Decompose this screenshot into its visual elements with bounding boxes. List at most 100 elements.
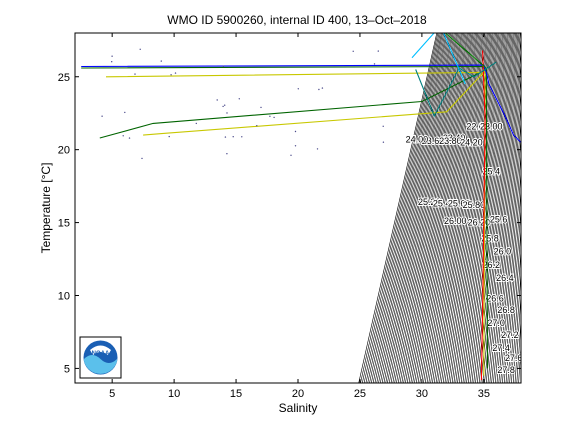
scatter-point: [352, 50, 354, 52]
contour-label: 23.60: [422, 136, 445, 146]
scatter-point: [297, 88, 299, 90]
y-tick-label: 25: [58, 72, 70, 84]
isopycnal-line: [365, 33, 442, 383]
isopycnal-line: [512, 268, 521, 383]
series-line: [81, 64, 521, 143]
scatter-point: [216, 99, 218, 101]
isopycnal-line: [401, 33, 466, 383]
isopycnal-line: [514, 291, 521, 383]
density-contour-lines: [358, 33, 521, 383]
scatter-point: [170, 74, 172, 76]
isopycnal-line: [397, 33, 463, 383]
contour-label: 23.40: [443, 133, 466, 143]
isopycnal-line: [419, 33, 478, 383]
series-line: [411, 33, 466, 85]
isopycnal-line: [498, 118, 521, 383]
contour-label: 25.80: [463, 200, 486, 210]
contour-label: 26.0: [494, 247, 512, 257]
isopycnal-line: [367, 33, 443, 383]
scatter-point: [318, 88, 320, 91]
isopycnal-line: [430, 33, 485, 383]
scatter-point: [373, 63, 376, 65]
scatter-point: [222, 105, 224, 108]
isopycnal-line: [464, 33, 507, 383]
scatter-point: [241, 136, 243, 138]
isopycnal-line: [489, 47, 521, 383]
isopycnal-line: [363, 33, 441, 383]
scatter-point: [294, 145, 297, 147]
scatter-point: [377, 50, 379, 52]
contour-label: 27.4: [492, 343, 510, 353]
isopycnal-line: [372, 33, 447, 383]
isopycnal-line: [441, 33, 492, 383]
scatter-point: [238, 98, 240, 100]
scatter-point: [260, 106, 262, 109]
scatter-point: [294, 130, 297, 133]
contour-label: 26.8: [497, 305, 515, 315]
y-tick-label: 10: [58, 291, 70, 303]
isopycnal-line: [421, 33, 479, 383]
x-tick-label: 10: [168, 388, 180, 400]
contour-label: 25.20: [418, 197, 441, 207]
isopycnal-line: [439, 33, 490, 383]
isopycnal-line: [500, 134, 521, 383]
contour-label: 25.40: [433, 199, 456, 209]
isopycnal-line: [369, 33, 445, 383]
scatter-point: [111, 61, 113, 63]
scatter-point: [160, 60, 162, 62]
isopycnal-line: [437, 33, 489, 383]
isopycnal-line: [426, 33, 482, 383]
scatter-point: [256, 125, 258, 127]
isopycnal-line: [388, 33, 458, 383]
isopycnal-line: [415, 33, 475, 383]
isopycnal-line: [376, 33, 449, 383]
scatter-point: [321, 87, 324, 89]
contour-label: 25.6: [490, 215, 508, 225]
isopycnal-line: [457, 33, 502, 383]
isopycnal-line: [358, 33, 438, 383]
scatter-point: [316, 148, 319, 150]
scatter-point: [269, 115, 271, 118]
scatter-point: [101, 115, 103, 117]
isopycnal-line: [502, 150, 521, 383]
scatter-point: [290, 154, 292, 156]
isopycnal-line: [511, 246, 521, 383]
isopycnal-line: [394, 33, 461, 383]
isopycnal-line: [468, 33, 509, 383]
scatter-point: [141, 157, 143, 160]
isopycnal-line: [459, 33, 503, 383]
isopycnal-line: [471, 33, 512, 383]
x-tick-label: 35: [478, 388, 490, 400]
isopycnal-line: [378, 33, 450, 383]
scatter-point: [273, 116, 275, 119]
x-tick-label: 30: [416, 388, 428, 400]
isopycnal-line: [507, 205, 521, 383]
scatter-point: [224, 136, 227, 138]
isopycnal-line: [408, 33, 470, 383]
isopycnal-line: [478, 33, 516, 383]
contour-label: 22.00: [466, 121, 489, 131]
isopycnal-line: [433, 33, 487, 383]
isopycnal-line: [473, 33, 513, 383]
y-axis-label: Temperature [°C]: [39, 163, 53, 254]
isopycnal-line: [453, 33, 500, 383]
contour-label: 27.8: [497, 365, 515, 375]
isopycnal-line: [518, 341, 521, 383]
scatter-point: [139, 48, 141, 50]
x-axis-label: Salinity: [279, 401, 318, 415]
series-line: [480, 50, 486, 381]
contour-label: 26.00: [444, 216, 467, 226]
isopycnal-line: [451, 33, 499, 383]
isopycnal-line: [491, 60, 521, 383]
isopycnal-line: [487, 35, 521, 383]
isopycnal-line: [509, 225, 521, 383]
x-axis-ticks: 5 10 15 20 25 30 35: [109, 33, 490, 400]
isopycnal-line: [414, 33, 474, 383]
series-line: [415, 61, 497, 118]
contour-label: 25.60: [448, 199, 471, 209]
isopycnal-line: [406, 33, 469, 383]
contour-label: 27.0: [487, 318, 505, 328]
contour-label: 25.8: [481, 234, 499, 244]
scatter-point: [134, 73, 136, 75]
